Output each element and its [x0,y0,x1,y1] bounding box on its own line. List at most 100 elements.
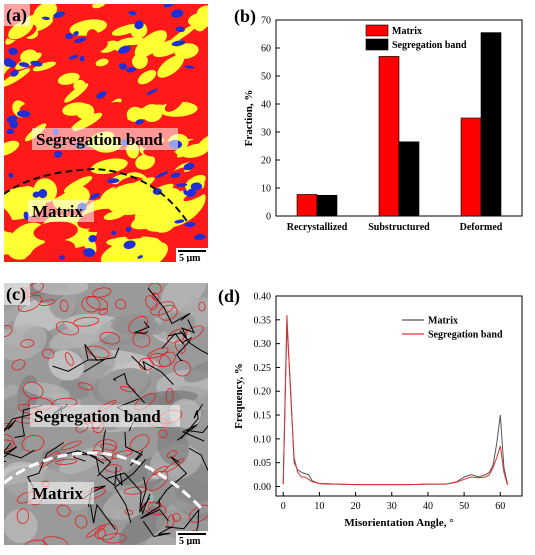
recrystallized-grain [184,221,196,227]
grain [134,30,167,58]
grain [95,58,109,67]
high-angle-boundary [142,521,173,538]
y-tick-label: 0.05 [254,458,272,469]
annotation-bg [28,482,94,504]
grain [57,72,80,85]
x-tick-label: 30 [387,501,397,512]
legend-swatch [365,38,389,51]
y-tick-label: 60 [261,44,271,55]
recrystallized-grain [38,189,48,199]
low-angle-boundary [115,299,127,310]
recrystallized-grain [17,110,31,118]
recrystallized-grain [8,172,14,179]
x-tick-label: 50 [459,501,469,512]
y-tick-label: 0.40 [254,292,272,303]
grain [105,177,155,204]
grain-shade [4,324,48,361]
grain [33,4,58,23]
line-chart-d-svg: (d) 0.00 0.05 0.10 0.15 0.20 0.25 0.30 0.35 0.40… [218,286,523,529]
recrystallized-grain [175,26,185,33]
boundary-dashed-line [3,167,190,225]
series-line-matrix [282,324,508,486]
grain [103,101,128,115]
low-angle-boundary [167,514,175,529]
y-tick-label: 0.00 [254,482,272,493]
low-angle-boundary [20,339,35,348]
low-angle-boundary [97,523,118,541]
high-angle-boundary [112,372,145,404]
low-angle-boundary [21,434,45,452]
grain [33,221,78,242]
high-angle-boundary [114,458,147,524]
grain [69,19,108,36]
recrystallized-grain [7,60,17,68]
low-angle-boundary [86,345,110,359]
y-tick-label: 0.10 [254,434,272,445]
high-angle-boundary [161,332,193,349]
recrystallized-grain [8,47,18,56]
low-angle-boundary [81,296,101,313]
grain [130,207,178,230]
grain-shade [48,288,79,320]
low-angle-boundary [164,458,185,473]
panel-label-bg [4,4,30,26]
grain-shade [4,508,38,544]
low-angle-boundary [22,381,44,399]
bar-chart-b-bars [296,32,502,217]
recrystallized-grain [190,182,203,191]
high-angle-boundary [90,503,116,530]
recrystallized-grain [184,65,195,69]
grain [157,209,208,244]
bar-chart-b-axes: 0 10 20 30 40 50 60 70 Recrystallized Substructur… [261,16,523,233]
recrystallized-grain [79,55,85,62]
recrystallized-grain [73,31,79,36]
bar-segregation-band [316,194,338,217]
grain [126,183,174,212]
low-angle-boundary [153,465,168,476]
low-angle-boundary [145,295,158,310]
recrystallized-grain [126,67,137,73]
grain-shade [70,521,100,545]
recrystallized-grain [183,189,188,196]
panel-label-c: (c) [6,284,26,305]
recrystallized-grain [134,20,144,30]
panel-label-b: (b) [234,6,256,27]
low-angle-boundary [145,470,169,491]
scale-bar-label: 5 μm [179,253,201,262]
recrystallized-grain [118,45,131,54]
low-angle-boundary [149,353,171,368]
high-angle-boundary [52,359,106,373]
low-angle-boundary [172,512,181,522]
grain-shade [174,478,208,505]
low-angle-boundary [61,440,82,450]
low-angle-boundary [165,388,174,403]
grain [171,65,193,82]
grain [32,61,56,72]
low-angle-boundary [147,501,162,511]
low-angle-boundary [59,299,69,313]
recrystallized-grain [174,219,185,224]
plot-frame [275,295,523,497]
recrystallized-grain [186,188,197,198]
scale-bar-label: 5 μm [179,536,201,545]
line-chart-d-lines [282,314,508,486]
grain [41,114,66,129]
recrystallized-grain [32,191,40,198]
annotation-bg [30,405,180,427]
annotation-bg [32,128,178,150]
grain [4,140,20,157]
grain-shade [48,349,84,381]
ebsd-map-c-image: Segregation band Matrix (c) 5 μm [3,283,208,547]
low-angle-boundary [132,332,151,348]
bar-matrix [296,194,318,217]
recrystallized-grain [137,255,144,259]
grain [73,79,86,91]
recrystallized-grain [30,60,43,67]
annotation-segregation-band: Segregation band [36,130,163,149]
high-angle-boundary [147,287,191,325]
low-angle-boundary [148,283,162,295]
high-angle-boundary [14,404,43,438]
recrystallized-grain [74,37,87,43]
legend-label: Matrix [428,316,458,327]
high-angle-boundary [97,429,112,477]
